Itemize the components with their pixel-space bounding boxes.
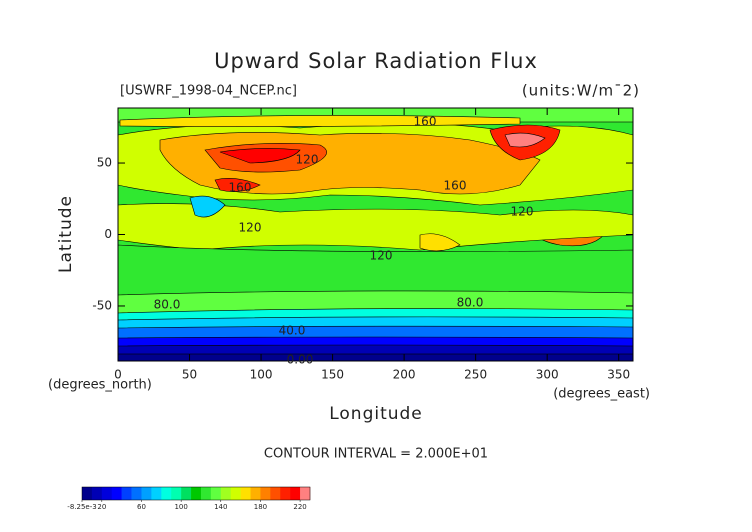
colorbar-swatch	[111, 487, 122, 500]
contour-label: 120	[511, 205, 534, 219]
contour-label: 120	[296, 153, 319, 167]
colorbar-swatch	[101, 487, 113, 500]
colorbar-swatch	[290, 487, 301, 500]
colorbar-swatch	[141, 487, 152, 500]
x-tick-label: 300	[536, 368, 559, 382]
x-tick-label: 200	[393, 368, 416, 382]
colorbar-label: 220	[293, 503, 306, 511]
y-tick-label: 0	[104, 227, 112, 241]
colorbar-label: -8.25e-3	[67, 503, 96, 511]
colorbar-swatch	[161, 487, 172, 500]
x-tick-label: 100	[250, 368, 273, 382]
colorbar-swatch	[210, 487, 222, 500]
colorbar-swatch	[200, 487, 212, 500]
contour-label: 0.00	[287, 353, 314, 367]
x-tick-label: 50	[182, 368, 197, 382]
x-tick-label: 250	[464, 368, 487, 382]
colorbar-label: 100	[174, 503, 187, 511]
y-units: (degrees_north)	[48, 378, 152, 393]
colorbar-label: 140	[214, 503, 227, 511]
colorbar-label: 20	[97, 503, 106, 511]
colorbar-swatch	[280, 487, 291, 500]
colorbar-frame	[81, 486, 311, 501]
colorbar-swatch	[300, 487, 311, 500]
y-tick-label: 50	[97, 156, 112, 170]
x-units: (degrees_east)	[553, 387, 650, 402]
contour-label: 160	[444, 179, 467, 193]
x-axis-label: Longitude	[329, 404, 423, 424]
subtitle-left: [USWRF_1998-04_NCEP.nc]	[120, 84, 297, 99]
colorbar-swatch	[270, 487, 281, 500]
y-tick-label: -50	[92, 298, 112, 312]
colorbar-swatch	[91, 487, 103, 500]
contour-label: 160	[414, 115, 437, 129]
contour-label: 160	[229, 181, 252, 195]
y-axis-label: Latitude	[56, 195, 76, 273]
contour-label: 40.0	[279, 324, 306, 338]
chart-title: Upward Solar Radiation Flux	[214, 49, 538, 73]
colorbar-swatch	[220, 487, 231, 500]
colorbar-swatch	[181, 487, 192, 500]
contour-label: 80.0	[457, 296, 484, 310]
colorbar-swatch	[121, 487, 132, 500]
colorbar-swatch	[151, 487, 162, 500]
x-tick-label: 150	[321, 368, 344, 382]
subtitle-right: (units:W/m¯2)	[522, 82, 640, 100]
colorbar-label: 60	[137, 503, 146, 511]
colorbar-swatch	[240, 487, 251, 500]
contour-label: 80.0	[154, 298, 181, 312]
contour-label: 120	[239, 221, 262, 235]
colorbar-swatch	[191, 487, 202, 500]
x-tick-label: 350	[607, 368, 630, 382]
footnote: CONTOUR INTERVAL = 2.000E+01	[264, 447, 488, 462]
contour-label: 120	[370, 249, 393, 263]
colorbar-swatch	[260, 487, 271, 500]
contour-field	[118, 108, 633, 361]
colorbar-swatch	[131, 487, 142, 500]
colorbar-swatch	[82, 487, 93, 500]
x-tick-label: 0	[114, 368, 122, 382]
colorbar-swatch	[230, 487, 241, 500]
colorbar-swatch	[250, 487, 261, 500]
colorbar-label: 180	[254, 503, 267, 511]
colorbar-swatch	[171, 487, 182, 500]
